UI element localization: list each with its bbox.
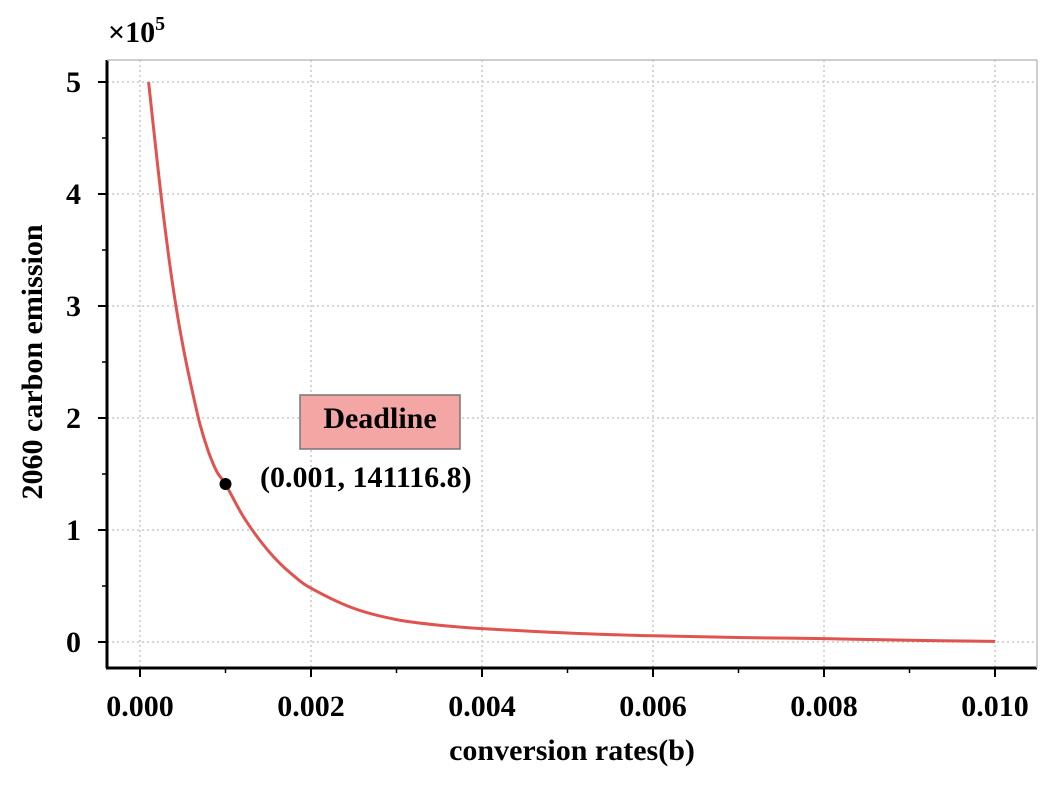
x-tick-label: 0.008 xyxy=(790,690,858,723)
x-tick-label: 0.000 xyxy=(106,690,174,723)
series-line xyxy=(147,81,996,643)
y-axis-multiplier: ×105 xyxy=(108,13,165,49)
y-tick-label: 0 xyxy=(66,626,81,659)
y-axis-multiplier-base: ×10 xyxy=(108,16,155,49)
grid-lines xyxy=(107,60,1037,668)
y-axis-multiplier-exponent: 5 xyxy=(155,13,165,35)
y-tick-labels: 0 1 2 3 4 5 xyxy=(66,66,81,659)
highlight-point xyxy=(219,477,232,490)
y-tick-label: 5 xyxy=(66,66,81,99)
y-tick-label: 4 xyxy=(66,178,81,211)
x-tick-labels: 0.000 0.002 0.004 0.006 0.008 0.010 xyxy=(106,690,1029,723)
annotation-box-text: Deadline xyxy=(323,402,436,435)
x-axis-title: conversion rates(b) xyxy=(449,734,695,767)
x-tick-label: 0.002 xyxy=(277,690,345,723)
point-label: (0.001, 141116.8) xyxy=(260,461,472,494)
tick-marks xyxy=(98,81,996,677)
annotation-box xyxy=(299,394,461,450)
y-tick-label: 1 xyxy=(66,514,81,547)
y-axis-title: 2060 carbon emission xyxy=(16,224,49,499)
x-tick-label: 0.010 xyxy=(961,690,1029,723)
axes xyxy=(105,59,1038,670)
y-tick-label: 3 xyxy=(66,290,81,323)
x-tick-label: 0.006 xyxy=(619,690,687,723)
x-tick-label: 0.004 xyxy=(448,690,516,723)
y-tick-label: 2 xyxy=(66,402,81,435)
